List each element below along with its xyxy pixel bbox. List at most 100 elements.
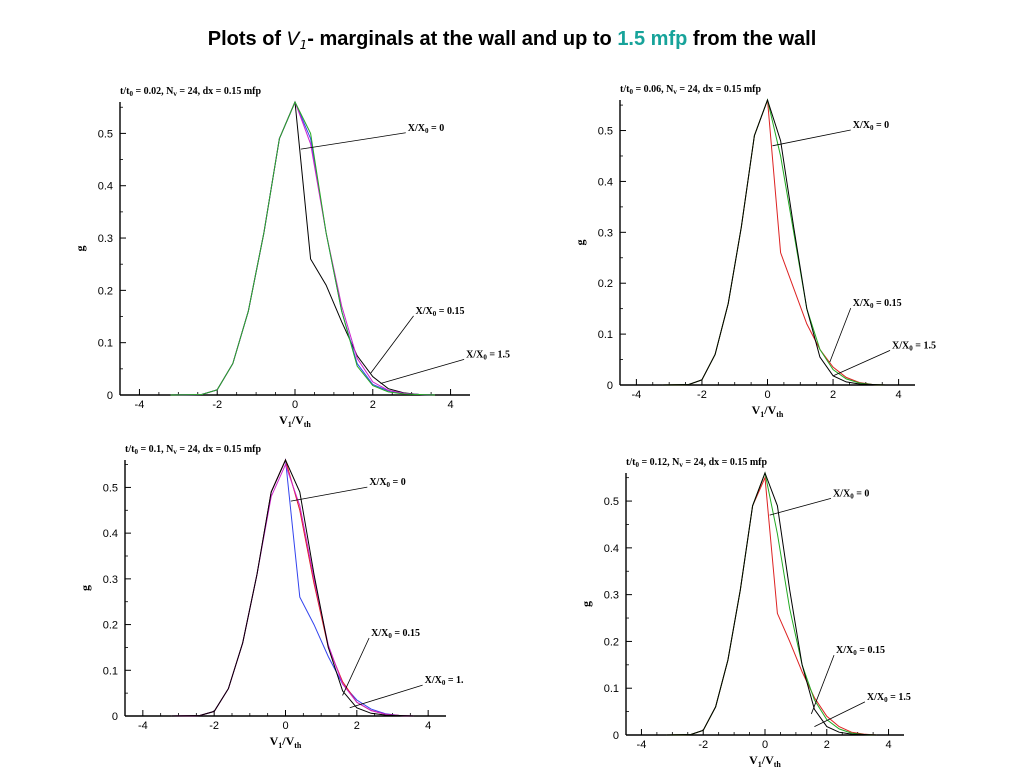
y-tick-label: 0.4 — [598, 176, 613, 188]
annotation-tail: = 0.15 — [436, 306, 464, 317]
chart-panel-bottom-right: t/t0 = 0.12, Nv = 24, dx = 0.15 mfp -4 -2 0… — [579, 457, 911, 768]
chart-title: t/t0 = 0.06, Nv = 24, dx = 0.15 mfp — [620, 84, 761, 96]
series-line-blue — [171, 458, 414, 717]
series-line-magenta — [170, 100, 436, 396]
title-text: = 24, dx = 0.15 mfp — [683, 457, 768, 468]
x-tick-label: 0 — [282, 720, 288, 732]
annotation-text: X/X — [408, 123, 426, 134]
y-axis-label: g — [78, 585, 92, 591]
x-tick-label: -4 — [135, 399, 145, 411]
x-tick-label: 2 — [830, 389, 836, 401]
x-axis-label: V1/Vth — [270, 734, 302, 750]
x-tick-label: -2 — [209, 720, 219, 732]
y-tick-label: 0.2 — [98, 285, 113, 297]
annotation-text: X/X — [833, 488, 851, 499]
y-tick-label: 0.2 — [598, 278, 613, 290]
title-n-subscript: v — [173, 448, 177, 456]
annotation-text: X/X — [369, 477, 387, 488]
x-label-v: V — [749, 753, 758, 767]
chart-panel-top-left: t/t0 = 0.02, Nv = 24, dx = 0.15 mfp-4 -2 0… — [73, 86, 510, 429]
series-line-red — [171, 458, 414, 717]
annotation-tail: = 1.5 — [487, 349, 510, 360]
x-tick-label: -2 — [212, 399, 222, 411]
y-axis-label: g — [579, 601, 593, 607]
annotation-subscript: 0 — [483, 353, 487, 361]
annotation-leader-line — [772, 129, 851, 147]
x-tick-label: 2 — [824, 739, 830, 751]
y-tick-label: 0.1 — [98, 338, 113, 350]
x-label-subscript: th — [294, 741, 302, 750]
title-t: t/t — [120, 86, 130, 97]
annotation-tail: = 1. — [445, 675, 464, 686]
annotation-text: X/X — [836, 645, 854, 656]
series-line-black — [662, 98, 886, 386]
series-line-green — [666, 471, 877, 736]
annotation-subscript: 0 — [425, 127, 429, 135]
annotation-subscript: 0 — [388, 632, 392, 640]
annotation-label: X/X0 = 1. — [425, 675, 464, 687]
x-tick-label: 0 — [762, 739, 768, 751]
series-line-green — [170, 100, 436, 396]
title-t: t/t — [620, 84, 630, 95]
x-tick-label: -4 — [138, 720, 148, 732]
chart-title: t/t0 = 0.12, Nv = 24, dx = 0.15 mfp — [626, 457, 767, 469]
annotation-subscript: 0 — [909, 344, 913, 352]
x-tick-label: -2 — [698, 739, 708, 751]
chart-panel-bottom-left: t/t 0 = 0.1, Nv = 24, dx = 0.15 mfp -4 -2 0 2… — [78, 444, 464, 750]
annotation-label: X/X0 = 1.5 — [892, 340, 936, 352]
annotation-leader-line — [829, 307, 852, 363]
annotation-text: X/X — [416, 306, 434, 317]
y-tick-label: 0.4 — [604, 543, 619, 555]
annotation-label: X/X0 = 0 — [833, 488, 869, 500]
title-t: t/t — [125, 444, 135, 455]
annotation-leader-line — [342, 637, 370, 696]
y-tick-label: 0.3 — [598, 227, 613, 239]
annotation-label: X/X0 = 0.15 — [836, 645, 885, 657]
annotation-label: X/X0 = 0.15 — [416, 306, 465, 318]
annotation-subscript: 0 — [884, 696, 888, 704]
title-prefix: Plots of — [207, 28, 287, 50]
x-tick-label: -2 — [697, 389, 707, 401]
x-label-text: /V — [761, 753, 774, 767]
title-t-subscript: 0 — [129, 90, 133, 98]
page-title: Plots of V1- marginals at the wall and u… — [0, 28, 1024, 52]
title-text: = 24, dx = 0.15 mfp — [177, 444, 262, 455]
x-label-subscript: 1 — [760, 410, 764, 419]
annotation-text: X/X — [853, 120, 871, 131]
x-axis-label: V1/Vth — [752, 403, 784, 419]
x-tick-label: 4 — [885, 739, 891, 751]
x-tick-label: 2 — [354, 720, 360, 732]
title-text: = 0.1, N — [138, 444, 174, 455]
annotation-leader-line — [370, 315, 414, 374]
annotation-label: X/X0 = 0.15 — [371, 628, 420, 640]
y-tick-label: 0.5 — [103, 482, 118, 494]
annotation-subscript: 0 — [850, 492, 854, 500]
annotation-label: X/X0 = 1.5 — [867, 692, 911, 704]
y-tick-label: 0.3 — [98, 233, 113, 245]
title-middle: - marginals at the wall and up to — [307, 28, 618, 50]
y-tick-label: 0.3 — [604, 590, 619, 602]
y-tick-label: 0 — [613, 730, 619, 742]
series-line-red — [666, 475, 877, 736]
annotation-subscript: 0 — [870, 302, 874, 310]
annotation-tail: = 0.15 — [873, 298, 901, 309]
annotation-leader-line — [349, 684, 423, 709]
x-label-subscript: th — [776, 410, 784, 419]
x-axis-label: V1/Vth — [279, 413, 311, 429]
annotation-tail: = 0 — [429, 123, 445, 134]
y-axis-label: g — [73, 246, 87, 252]
annotation-leader-line — [810, 654, 835, 715]
annotation-leader-line — [290, 486, 368, 502]
x-label-v: V — [270, 734, 279, 748]
x-tick-label: 0 — [764, 389, 770, 401]
title-suffix: from the wall — [687, 28, 817, 50]
title-text: = 0.12, N — [639, 457, 680, 468]
title-n-subscript: v — [173, 90, 177, 98]
x-tick-label: -4 — [637, 739, 647, 751]
series-line-red — [662, 99, 886, 386]
series-line-black — [170, 101, 436, 396]
x-tick-label: 4 — [425, 720, 431, 732]
y-tick-label: 0.5 — [98, 128, 113, 140]
annotation-text: X/X — [853, 298, 871, 309]
annotation-leader-line — [832, 349, 891, 377]
